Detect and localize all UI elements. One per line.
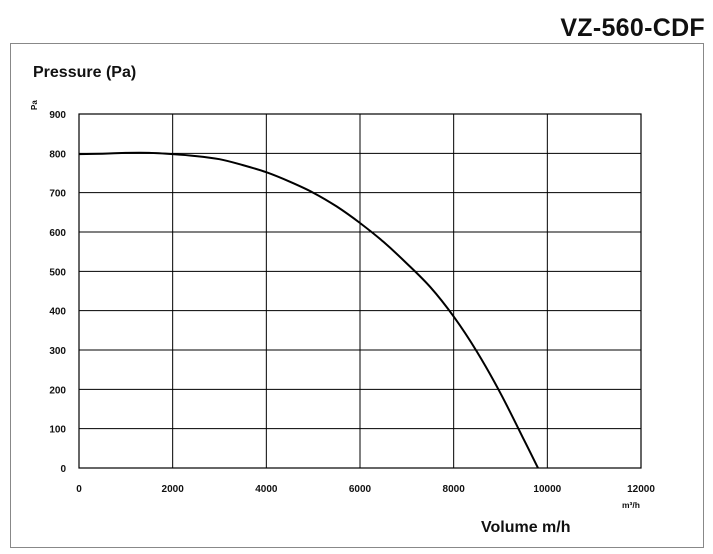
- x-tick-label: 6000: [349, 484, 372, 495]
- model-title: VZ-560-CDF: [560, 14, 705, 42]
- y-tick-label: 400: [49, 307, 66, 318]
- y-tick-label: 200: [49, 385, 66, 396]
- x-tick-label: 10000: [533, 484, 561, 495]
- series-line: [78, 151, 539, 469]
- chart-frame: [10, 43, 704, 548]
- y-tick-label: 300: [49, 346, 66, 357]
- y-tick-label: 900: [49, 110, 66, 121]
- x-tick-label: 4000: [255, 484, 278, 495]
- x-tick-label: 0: [76, 484, 82, 495]
- y-axis-label: Pressure (Pa): [33, 64, 137, 81]
- y-tick-label: 500: [49, 267, 66, 278]
- y-tick-label: 800: [49, 149, 66, 160]
- x-axis-unit: m³/h: [622, 500, 640, 510]
- plot-border: [78, 113, 642, 469]
- y-tick-label: 0: [60, 464, 66, 475]
- x-tick-label: 8000: [443, 484, 466, 495]
- x-axis-label: Volume m/h: [481, 519, 571, 536]
- x-tick-label: 12000: [627, 484, 655, 495]
- x-tick-label: 2000: [162, 484, 185, 495]
- y-tick-label: 100: [49, 425, 66, 436]
- y-tick-label: 700: [49, 189, 66, 200]
- y-tick-label: 600: [49, 228, 66, 239]
